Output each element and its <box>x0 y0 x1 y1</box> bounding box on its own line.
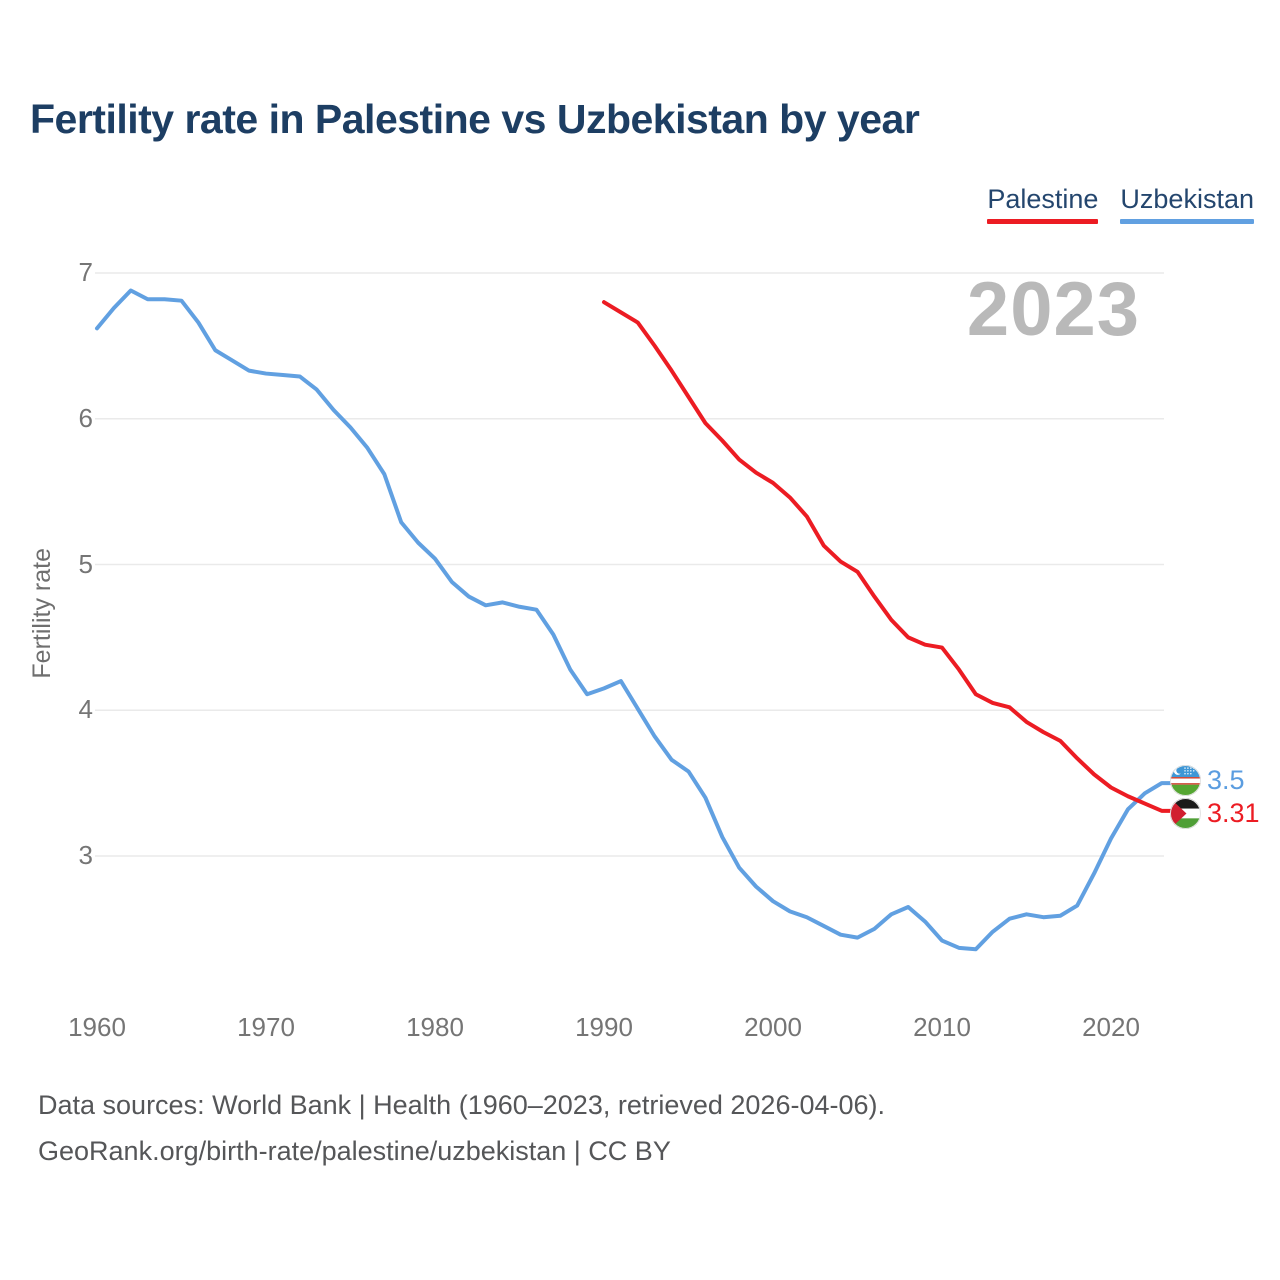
series-line-uzbekistan[interactable] <box>95 288 1172 952</box>
y-axis-title: Fertility rate <box>28 548 56 679</box>
y-tick-7: 7 <box>78 256 93 287</box>
watermark-year: 2023 <box>966 267 1140 352</box>
x-tick-2000: 2000 <box>744 1012 802 1042</box>
y-tick-4: 4 <box>78 694 93 725</box>
y-tick-5: 5 <box>78 548 93 579</box>
legend-item-uzbekistan[interactable]: Uzbekistan <box>1120 184 1254 224</box>
legend: Palestine Uzbekistan <box>987 184 1254 224</box>
footer-url-line: GeoRank.org/birth-rate/palestine/uzbekis… <box>38 1136 671 1166</box>
legend-label-uzbekistan: Uzbekistan <box>1120 184 1254 214</box>
end-value-uzbekistan: 3.5 <box>1207 764 1245 795</box>
y-tick-6: 6 <box>78 402 93 433</box>
footer: Data sources: World Bank | Health (1960–… <box>38 1082 885 1174</box>
y-tick-3: 3 <box>78 839 93 870</box>
end-label-uzbekistan: 3.5 <box>1170 764 1245 796</box>
x-tick-1960: 1960 <box>68 1012 126 1042</box>
legend-underline-palestine <box>987 218 1099 224</box>
x-tick-1970: 1970 <box>237 1012 295 1042</box>
x-tick-1980: 1980 <box>406 1012 464 1042</box>
x-tick-1990: 1990 <box>575 1012 633 1042</box>
palestine-flag-icon <box>1170 797 1201 829</box>
uzbekistan-flag-icon <box>1170 764 1201 796</box>
series-line-palestine[interactable] <box>602 300 1172 813</box>
end-value-palestine: 3.31 <box>1207 797 1260 828</box>
legend-label-palestine: Palestine <box>987 184 1099 214</box>
x-tick-2010: 2010 <box>913 1012 971 1042</box>
legend-item-palestine[interactable]: Palestine <box>987 184 1099 224</box>
end-label-palestine: 3.31 <box>1170 797 1260 829</box>
page-title: Fertility rate in Palestine vs Uzbekista… <box>30 96 920 142</box>
legend-underline-uzbekistan <box>1120 218 1254 224</box>
footer-source-line: Data sources: World Bank | Health (1960–… <box>38 1090 885 1120</box>
x-tick-2020: 2020 <box>1082 1012 1140 1042</box>
